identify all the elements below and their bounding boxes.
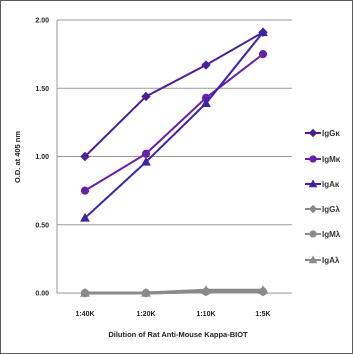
data-point [141,156,151,166]
data-point [141,287,151,297]
series-2 [80,50,268,195]
y-tick-label: 2.00 [35,18,49,25]
x-tick-label: 1:5K [255,311,270,318]
y-tick-label: 1.50 [35,86,49,93]
legend-label: IgMκ [322,155,341,164]
legend-label: IgMλ [322,230,341,239]
y-tick-label: 0.50 [35,222,49,229]
data-point [201,98,211,107]
legend-marker [309,155,317,163]
legend-item: IgGλ [305,204,340,214]
data-point [258,285,268,294]
legend-marker [308,179,318,188]
x-axis-title: Dilution of Rat Anti-Mouse Kappa-BIOT [108,330,248,339]
data-point [141,149,151,158]
data-point [80,151,90,162]
series-6 [80,285,268,297]
data-point [258,27,268,36]
x-tick-labels: 1:40K 1:20K 1:10K 1:5K [75,293,271,318]
x-tick-label: 1:20K [136,311,155,318]
legend: IgGκ IgMκ IgAκ IgGλ IgMλ IgAλ [305,128,341,265]
series-line [85,288,263,295]
y-axis-title: O.D. at 405 nm [13,131,22,183]
data-point [80,287,90,297]
data-point [201,60,211,70]
x-tick-label: 1:10K [196,311,215,318]
data-point [80,212,90,222]
series-line [84,53,264,192]
legend-item: IgMκ [305,155,341,164]
y-tick-label: 1.00 [35,154,49,161]
legend-label: IgAκ [322,180,340,189]
series-line [84,31,264,158]
series-1 [80,27,268,162]
legend-item: IgMλ [305,230,341,239]
series-group [80,27,268,298]
grid-lines [57,19,292,226]
data-point [258,50,268,59]
legend-marker [309,230,317,238]
legend-item: IgAκ [305,179,340,189]
legend-marker [308,255,318,264]
data-point [80,186,90,195]
series-line [84,31,264,219]
data-point [201,285,211,294]
x-tick-label: 1:40K [75,311,94,318]
legend-marker [308,128,318,138]
legend-label: IgAλ [322,256,340,265]
y-tick-label: 0.00 [35,291,49,298]
legend-label: IgGκ [322,129,340,138]
legend-item: IgAλ [305,255,340,265]
legend-label: IgGλ [322,205,340,214]
data-point [141,91,151,102]
y-tick-labels: 0.00 0.50 1.00 1.50 2.00 [35,18,49,298]
legend-item: IgGκ [305,128,340,138]
series-3 [80,27,268,222]
legend-marker [308,204,318,214]
